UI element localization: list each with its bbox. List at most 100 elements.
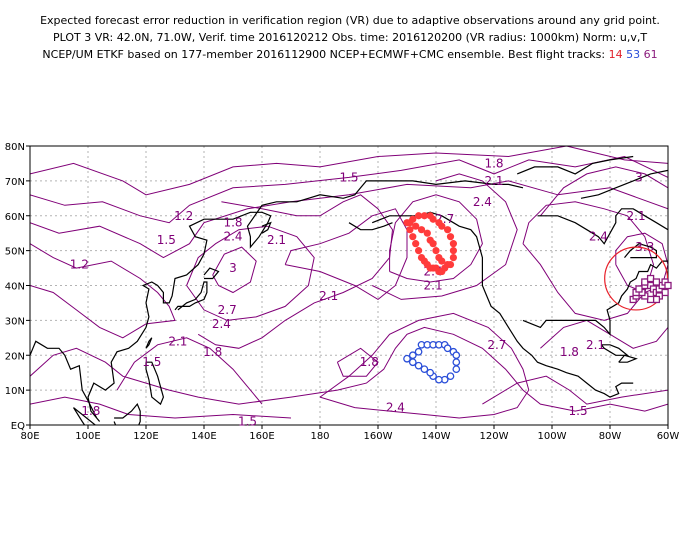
contour-label: 1.5 <box>569 404 588 418</box>
y-tick-label: 80N <box>5 142 25 153</box>
track-point <box>452 358 461 367</box>
track-point <box>664 281 672 290</box>
contour-line <box>186 225 315 321</box>
contour-line <box>319 312 530 419</box>
x-tick-label: 140E <box>191 431 216 442</box>
x-tick-label: 120E <box>133 431 158 442</box>
flight-track-14 <box>403 212 457 276</box>
x-tick-label: 160E <box>249 431 274 442</box>
contour-label: 2.1 <box>627 209 646 223</box>
contour-line <box>212 246 257 294</box>
track-point <box>426 368 435 377</box>
coastline <box>624 243 657 259</box>
track-point <box>415 212 423 220</box>
track-point <box>412 222 420 230</box>
x-tick-label: 140W <box>422 431 451 442</box>
grid-lines <box>30 146 668 425</box>
coastline <box>348 222 393 231</box>
x-tick-label: 80W <box>599 431 622 442</box>
track-point <box>446 260 455 269</box>
contour-label: 1.8 <box>203 345 222 359</box>
track-point <box>452 365 461 374</box>
y-tick-label: 30N <box>5 316 25 327</box>
axis-labels: 80E 100E 120E 140E 160E 180 160W 140W 120W 100W 80… <box>5 142 680 442</box>
track-point <box>435 375 443 384</box>
contour-labels: 1.82.12.41.51.21.82.42.11.51.22.732.42.1… <box>70 156 655 428</box>
contour-label: 2.1 <box>168 334 187 348</box>
track-point <box>423 229 431 237</box>
coastline <box>371 211 634 398</box>
contour-label: 3 <box>229 261 237 275</box>
contour-label: 2.4 <box>473 195 492 209</box>
track-61-label: 61 <box>643 48 658 61</box>
flight-track-53 <box>403 340 461 384</box>
track-point <box>444 226 452 234</box>
track-point <box>446 233 455 241</box>
coastline <box>600 344 630 356</box>
coastline <box>580 169 668 199</box>
contour-label: 1.8 <box>560 345 579 359</box>
y-tick-label: 70N <box>5 177 25 188</box>
contour-line <box>30 146 668 196</box>
coastline <box>261 221 272 234</box>
contour-label: 2.4 <box>386 401 405 415</box>
track-point <box>661 288 669 297</box>
header-line-1: Expected forecast error reduction in ver… <box>40 14 660 27</box>
y-tick-label: 60N <box>5 212 25 223</box>
track-point <box>652 278 661 286</box>
track-point <box>414 361 423 370</box>
track-point <box>452 351 461 360</box>
x-tick-label: 60W <box>657 431 680 442</box>
track-point <box>406 226 414 234</box>
contour-label: 1.5 <box>142 355 161 369</box>
contour-line <box>540 166 668 217</box>
track-point <box>449 240 457 248</box>
contour-line <box>30 243 176 339</box>
track-point <box>652 295 661 304</box>
y-tick-label: 40N <box>5 282 25 293</box>
contour-line <box>482 375 668 405</box>
track-53-label: 53 <box>626 48 641 61</box>
contour-label: 2.1 <box>484 174 503 188</box>
contour-label: 1.2 <box>70 258 89 272</box>
contour-label: 1.2 <box>174 209 193 223</box>
contour-label: 3 <box>635 170 643 184</box>
x-tick-label: 100E <box>75 431 100 442</box>
contour-line <box>389 194 483 283</box>
y-tick-label: 20N <box>5 351 25 362</box>
track-point <box>646 295 655 304</box>
contour-label: 2.7 <box>487 338 506 352</box>
coastline <box>145 361 165 406</box>
coastline <box>145 337 153 349</box>
coastline <box>522 260 668 336</box>
track-point <box>414 347 423 356</box>
contour-label: 1.5 <box>339 170 358 184</box>
header-line-3: NCEP/UM ETKF based on 177-member 2016112… <box>0 46 700 63</box>
contour-label: 1.5 <box>238 415 257 429</box>
contour-line <box>371 173 518 300</box>
coastline <box>203 267 220 280</box>
contour-label: 2.1 <box>267 233 286 247</box>
y-tick-label: 50N <box>5 247 25 258</box>
contour-lines <box>30 146 668 419</box>
contour-label: 2.1 <box>424 279 443 293</box>
track-point <box>449 254 457 262</box>
track-point <box>443 344 452 353</box>
contour-line <box>30 326 668 412</box>
coastline <box>72 407 97 425</box>
x-tick-label: 80E <box>20 431 39 442</box>
track-point <box>429 240 437 248</box>
x-tick-label: 180 <box>310 431 329 442</box>
contour-line <box>30 155 668 224</box>
flight-track-61 <box>629 274 672 304</box>
contour-label: 1.5 <box>157 233 176 247</box>
contour-label: 2.7 <box>218 303 237 317</box>
track-point <box>641 278 649 286</box>
contour-label: 2.1 <box>319 289 338 303</box>
contour-line <box>522 201 655 321</box>
track-point <box>406 219 414 227</box>
contour-label: 2.1 <box>586 338 605 352</box>
contour-line <box>30 396 292 419</box>
contour-label: 1.8 <box>223 216 242 230</box>
